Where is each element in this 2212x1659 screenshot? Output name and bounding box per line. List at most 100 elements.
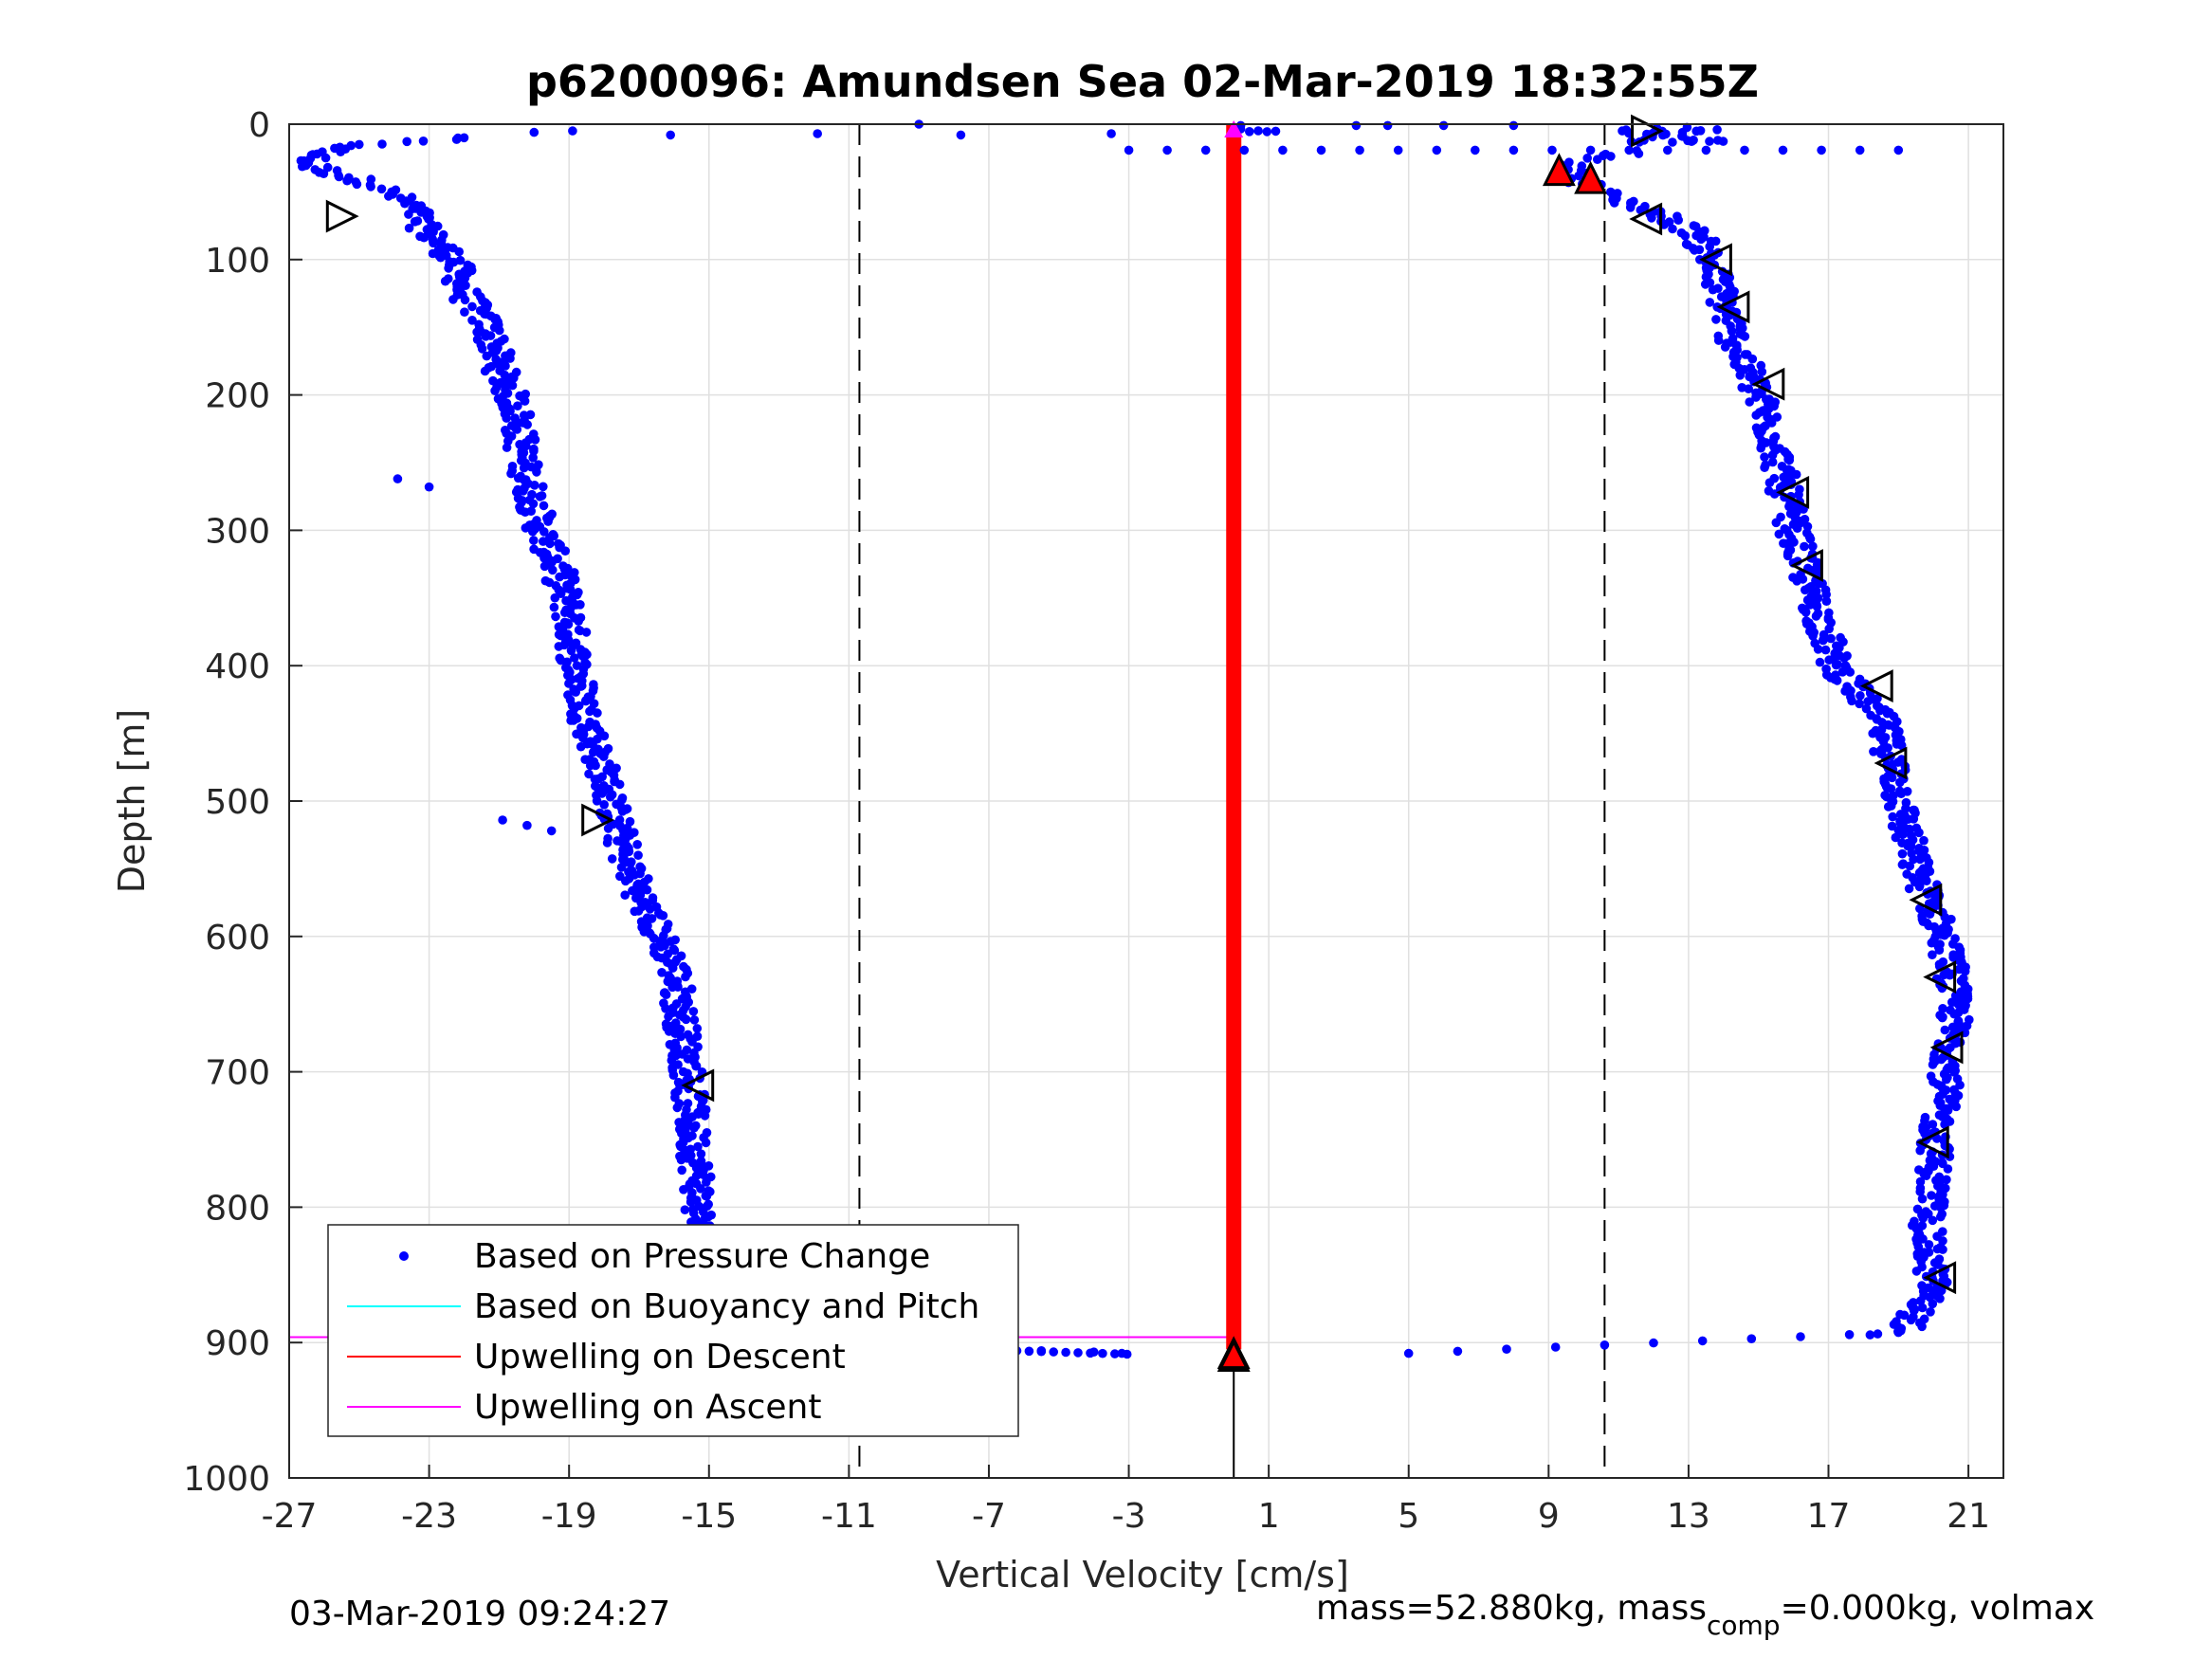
pressure-change-point <box>1893 1327 1904 1338</box>
pressure-change-point <box>1855 145 1865 155</box>
pressure-change-point <box>645 904 655 914</box>
pressure-change-point <box>419 232 430 243</box>
pressure-change-point <box>402 137 412 147</box>
pressure-change-point <box>571 687 580 697</box>
pressure-change-point <box>440 276 450 286</box>
pressure-change-point <box>502 443 512 452</box>
pressure-change-point <box>642 884 652 895</box>
pressure-change-point <box>1844 1330 1855 1340</box>
pressure-change-point <box>1471 145 1480 155</box>
pressure-change-point <box>530 481 539 490</box>
pressure-change-point <box>1771 518 1782 528</box>
x-tick-label: -7 <box>972 1497 1006 1536</box>
y-tick-label: 1000 <box>183 1460 270 1499</box>
y-tick-label: 500 <box>205 783 270 822</box>
pressure-change-point <box>702 1177 711 1187</box>
pressure-change-point <box>656 942 666 952</box>
pressure-change-point <box>1815 657 1825 667</box>
triangle-marker-left <box>1776 475 1810 509</box>
footer-timestamp: 03-Mar-2019 09:24:27 <box>289 1595 670 1633</box>
pressure-change-point <box>1624 145 1634 155</box>
pressure-change-point <box>535 492 545 501</box>
legend-label-upwelling-ascent: Upwelling on Ascent <box>474 1388 821 1427</box>
pressure-change-point <box>1805 600 1815 610</box>
pressure-change-point <box>599 731 610 741</box>
triangle-marker-left <box>1874 746 1908 780</box>
pressure-change-point <box>1913 1242 1924 1251</box>
pressure-change-point <box>585 706 594 717</box>
pressure-change-point <box>444 264 453 273</box>
triangle-marker-right <box>581 803 615 837</box>
pressure-change-point <box>320 153 331 163</box>
pressure-change-point <box>1117 1348 1126 1358</box>
pressure-change-point <box>701 1138 711 1148</box>
pressure-change-point <box>686 1197 696 1207</box>
pressure-change-point <box>376 184 387 194</box>
y-tick-label: 700 <box>205 1054 270 1093</box>
pressure-change-point <box>1792 576 1801 586</box>
legend-swatch-pressure <box>399 1251 409 1261</box>
pressure-change-point <box>1547 145 1557 155</box>
pressure-change-point <box>1915 854 1925 865</box>
pressure-change-point <box>319 169 329 178</box>
pressure-change-point <box>1696 234 1706 245</box>
pressure-change-point <box>1928 1120 1938 1129</box>
pressure-change-point <box>633 850 643 860</box>
pressure-change-point <box>1897 860 1908 869</box>
pressure-change-point <box>1720 342 1730 352</box>
pressure-change-point <box>1200 145 1211 155</box>
pressure-change-point <box>570 653 579 663</box>
pressure-change-point <box>603 824 613 833</box>
triangle-marker-left <box>1751 367 1785 401</box>
triangle-marker-left <box>1716 290 1750 324</box>
pressure-change-point <box>702 1192 712 1201</box>
pressure-change-point <box>1658 130 1668 140</box>
pressure-change-point <box>1705 137 1714 146</box>
pressure-change-point <box>1863 697 1873 706</box>
pressure-change-point <box>549 602 559 612</box>
pressure-change-point <box>621 876 631 886</box>
y-axis-ticks: 0 100 200 300 400 500 600 700 800 900 1000 <box>183 106 302 1499</box>
pressure-change-point <box>459 133 469 143</box>
pressure-change-point <box>1887 773 1897 783</box>
pressure-change-point <box>1239 145 1250 155</box>
pressure-change-point <box>1673 215 1683 225</box>
pressure-change-point <box>616 863 627 872</box>
pressure-change-point <box>1893 145 1904 155</box>
pressure-change-point <box>1403 1348 1414 1358</box>
pressure-change-point <box>1869 747 1878 757</box>
pressure-change-point <box>1663 145 1673 155</box>
pressure-change-point <box>467 301 477 312</box>
pressure-change-point <box>1934 945 1945 955</box>
pressure-change-point <box>1903 841 1913 851</box>
pressure-change-point <box>1943 1164 1953 1174</box>
pressure-change-point <box>1124 145 1134 155</box>
pressure-change-point <box>599 800 609 810</box>
pressure-change-point <box>606 792 615 802</box>
pressure-change-point <box>555 572 564 582</box>
pressure-change-point <box>568 126 577 136</box>
pressure-change-point <box>1820 645 1831 655</box>
pressure-change-point <box>539 527 549 537</box>
pressure-change-point <box>530 435 540 445</box>
pressure-change-point <box>679 1185 688 1194</box>
pressure-change-point <box>1949 1067 1959 1077</box>
pressure-change-point <box>626 859 635 868</box>
pressure-change-point <box>1779 538 1788 548</box>
pressure-change-point <box>668 1020 679 1030</box>
pressure-change-point <box>528 499 539 509</box>
pressure-change-point <box>1253 126 1263 136</box>
grid <box>289 124 2003 1478</box>
pressure-change-point <box>668 1070 679 1080</box>
pressure-change-point <box>1805 534 1816 544</box>
pressure-change-point <box>1861 703 1872 714</box>
pressure-change-point <box>528 526 538 537</box>
pressure-change-point <box>1760 452 1769 462</box>
pressure-change-point <box>532 467 541 477</box>
pressure-change-point <box>477 344 487 354</box>
pressure-change-point <box>1700 280 1710 289</box>
pressure-change-point <box>507 380 518 391</box>
pressure-change-point <box>1927 938 1937 948</box>
legend-label-pressure: Based on Pressure Change <box>474 1237 930 1276</box>
